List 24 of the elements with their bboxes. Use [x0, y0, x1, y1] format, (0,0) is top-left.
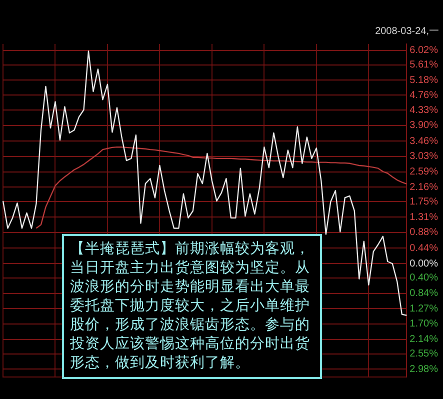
y-tick-label: 0.88%: [410, 227, 438, 238]
y-tick-label: 0.44%: [410, 242, 438, 254]
chart-subtitle: 2008-03-24,一: [375, 25, 439, 38]
y-tick-label: 2.59%: [410, 166, 438, 178]
y-tick-label: 1.31%: [410, 212, 438, 223]
y-tick-label: 3.90%: [410, 120, 438, 132]
y-tick-label: 0.00%: [410, 258, 438, 270]
annotation: 【半掩琵琶式】前期涨幅较为客观，当日开盘主力出货意图较为坚定。从波浪形的分时走势能明显看出大单最委托盘下抛力度较大，之后小单维护股价，形成了波浪锯齿形态。参与的投资人应该警惕这种高位的分时出货形态，做到及时获利了解。: [62, 234, 322, 379]
y-tick-label: 0.84%: [410, 288, 438, 300]
y-tick-label: 0.40%: [410, 272, 438, 284]
y-tick-label: 5.18%: [410, 74, 438, 86]
y-tick-label: 4.33%: [410, 104, 438, 116]
y-tick-label: 3.46%: [410, 136, 438, 147]
y-tick-label: 5.61%: [410, 60, 438, 71]
y-tick-label: 1.27%: [410, 303, 438, 314]
y-tick-label: 2.98%: [410, 364, 438, 375]
y-tick-label: 6.02%: [410, 45, 438, 56]
y-tick-label: 1.70%: [410, 318, 438, 330]
y-tick-label: 1.75%: [410, 196, 438, 208]
y-tick-label: 3.03%: [410, 151, 438, 162]
y-tick-label: 2.14%: [410, 334, 438, 346]
y-tick-label: 4.76%: [410, 90, 438, 101]
y-tick-label: 2.55%: [410, 348, 438, 360]
y-tick-label: 2.16%: [410, 182, 438, 193]
